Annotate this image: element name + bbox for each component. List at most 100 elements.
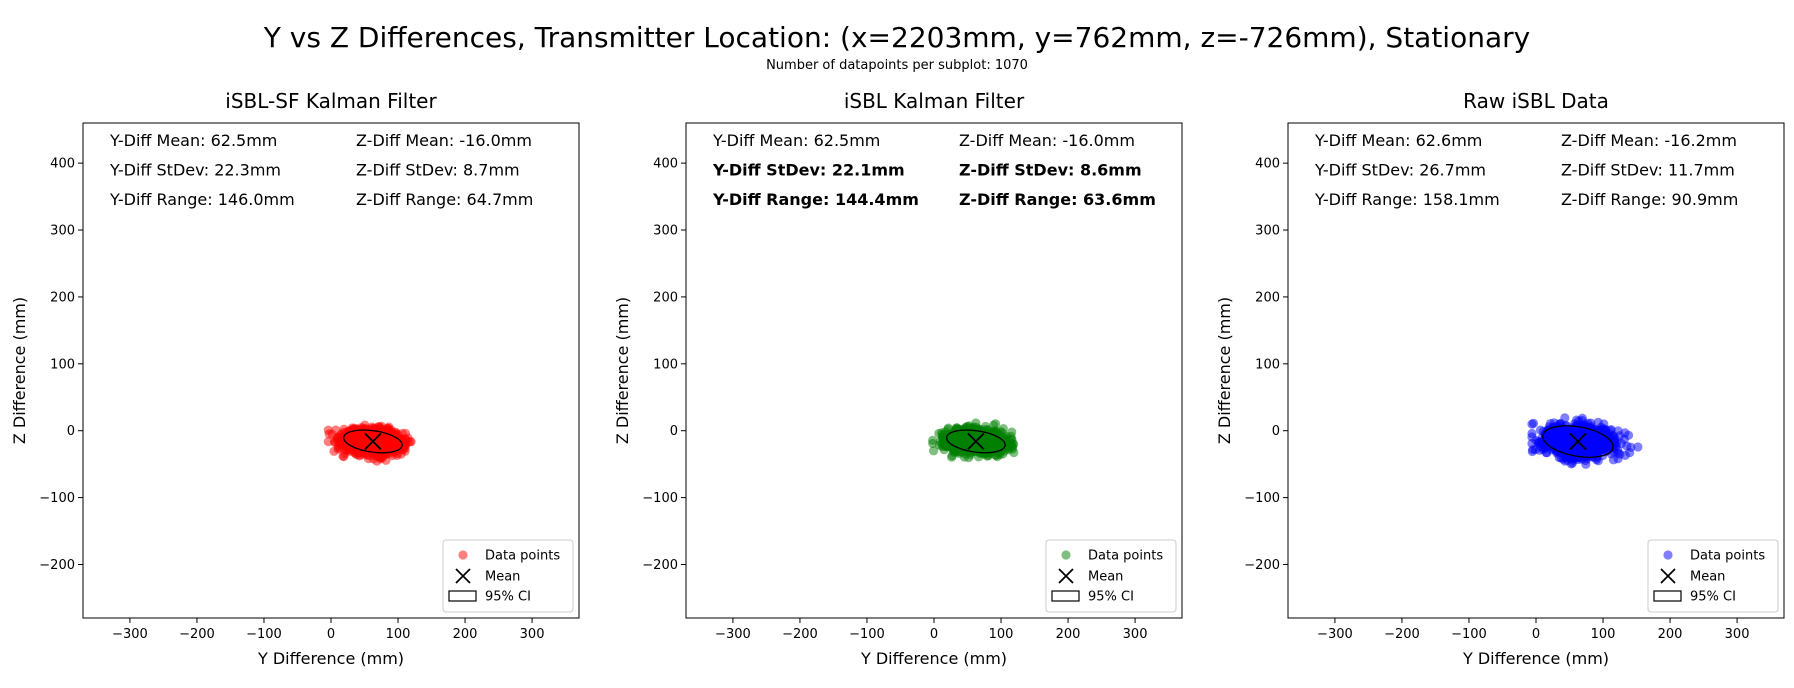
y-tick-label: 400 — [653, 157, 678, 172]
data-point — [384, 427, 394, 437]
mean-marker — [967, 432, 985, 451]
data-points — [928, 418, 1019, 463]
legend-swatch-points — [1061, 550, 1071, 560]
x-tick-label: −200 — [1384, 627, 1420, 642]
data-point — [1633, 442, 1643, 452]
data-point — [943, 423, 954, 433]
x-tick-label: 0 — [327, 627, 335, 642]
y-tick-label: −100 — [642, 491, 678, 506]
data-point — [354, 438, 364, 448]
stat-text: Z-Diff Range: 63.6mm — [959, 190, 1156, 209]
legend-swatch-points — [1663, 550, 1673, 560]
data-point — [1538, 443, 1548, 453]
y-tick-label: 0 — [1272, 424, 1280, 439]
x-tick-label: 200 — [1658, 627, 1683, 642]
data-point — [398, 445, 408, 455]
x-axis-label: Y Difference (mm) — [257, 649, 404, 668]
data-point — [1565, 439, 1576, 449]
data-point — [968, 432, 979, 442]
y-tick-label: 200 — [1255, 290, 1280, 305]
stat-text: Y-Diff Mean: 62.6mm — [1314, 131, 1482, 150]
stat-text: Y-Diff Range: 144.4mm — [712, 190, 919, 209]
subplot-title: Raw iSBL Data — [1463, 89, 1609, 113]
legend-label: Mean — [1088, 570, 1123, 585]
ci-ellipse — [1542, 425, 1614, 458]
legend-swatch-mean — [1660, 568, 1676, 584]
y-tick-label: −200 — [642, 558, 678, 573]
legend-swatch-ci — [1653, 590, 1682, 602]
data-point — [1528, 418, 1539, 428]
legend-label: 95% CI — [485, 590, 531, 605]
stat-text: Y-Diff Mean: 62.5mm — [712, 131, 880, 150]
legend-label: 95% CI — [1690, 590, 1736, 605]
y-tick-label: 100 — [1255, 357, 1280, 372]
x-tick-label: −200 — [179, 627, 215, 642]
y-axis-label: Z Difference (mm) — [10, 297, 29, 444]
figure-title: Y vs Z Differences, Transmitter Location… — [263, 21, 1530, 54]
data-point — [323, 437, 333, 447]
y-tick-label: 100 — [50, 357, 75, 372]
y-tick-label: 200 — [653, 290, 678, 305]
data-points — [1527, 413, 1643, 469]
data-point — [953, 432, 963, 442]
y-tick-label: 300 — [653, 224, 678, 239]
x-tick-label: −200 — [782, 627, 818, 642]
subplot-2: iSBL Kalman Filter −300 −200 −100 0 100 200 300… — [613, 89, 1183, 668]
stat-text: Z-Diff StDev: 8.7mm — [356, 161, 520, 180]
stat-text: Y-Diff Mean: 62.5mm — [109, 131, 277, 150]
ci-ellipse — [945, 429, 1006, 454]
y-tick-label: 0 — [67, 424, 75, 439]
x-tick-label: 0 — [930, 627, 938, 642]
y-tick-label: 300 — [1255, 224, 1280, 239]
y-tick-label: −200 — [1244, 558, 1280, 573]
legend-label: 95% CI — [1088, 590, 1134, 605]
data-point — [1593, 429, 1603, 440]
subplots: iSBL-SF Kalman Filter −300 −200 −100 0 100 200… — [10, 89, 1785, 668]
legend-label: Data points — [1088, 549, 1163, 564]
data-point — [336, 435, 346, 445]
x-tick-label: −300 — [1317, 627, 1353, 642]
data-point — [989, 420, 999, 430]
legend-swatch-mean — [1058, 568, 1074, 584]
stat-text: Z-Diff Mean: -16.0mm — [356, 131, 532, 150]
x-tick-label: 0 — [1532, 627, 1540, 642]
y-tick-label: 400 — [1255, 157, 1280, 172]
stat-text: Y-Diff StDev: 22.3mm — [109, 161, 281, 180]
legend-label: Mean — [485, 570, 520, 585]
subplot-title: iSBL-SF Kalman Filter — [225, 89, 437, 113]
stat-text: Z-Diff Range: 64.7mm — [356, 190, 533, 209]
data-point — [361, 424, 371, 434]
x-tick-label: −100 — [246, 627, 282, 642]
stat-text: Z-Diff Mean: -16.2mm — [1561, 131, 1737, 150]
data-point — [1579, 428, 1589, 438]
y-axis-label: Z Difference (mm) — [1215, 297, 1234, 444]
y-tick-label: −100 — [39, 491, 75, 506]
data-point — [385, 438, 395, 448]
y-tick-label: 300 — [50, 224, 75, 239]
subplot-title: iSBL Kalman Filter — [844, 89, 1025, 113]
mean-marker — [364, 432, 382, 451]
x-tick-label: −100 — [849, 627, 885, 642]
legend-swatch-ci — [448, 590, 477, 602]
x-tick-label: 100 — [989, 627, 1014, 642]
data-point — [928, 435, 938, 446]
x-tick-label: 100 — [386, 627, 411, 642]
stat-text: Y-Diff StDev: 22.1mm — [712, 161, 905, 180]
x-tick-label: −300 — [112, 627, 148, 642]
axes-frame — [82, 122, 580, 619]
legend-swatch-mean — [455, 568, 471, 584]
x-tick-label: −100 — [1451, 627, 1487, 642]
axes-frame — [1287, 122, 1785, 619]
legend-swatch-ci — [1051, 590, 1080, 602]
x-tick-label: 300 — [1123, 627, 1148, 642]
stat-text: Z-Diff StDev: 8.6mm — [959, 161, 1142, 180]
mean-marker — [1569, 432, 1587, 451]
stat-text: Z-Diff Range: 90.9mm — [1561, 190, 1738, 209]
data-point — [929, 446, 939, 456]
data-point — [1615, 431, 1625, 441]
data-point — [959, 452, 970, 462]
y-axis-label: Z Difference (mm) — [613, 297, 632, 444]
x-tick-label: 200 — [1056, 627, 1081, 642]
x-tick-label: 100 — [1591, 627, 1616, 642]
